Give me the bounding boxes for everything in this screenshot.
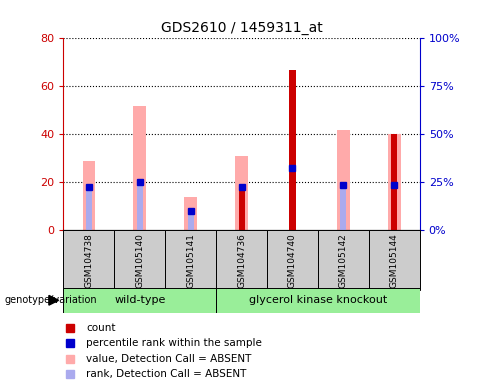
Bar	[239, 187, 244, 230]
Polygon shape	[49, 295, 59, 305]
Text: count: count	[86, 323, 116, 333]
Bar	[165, 230, 216, 290]
Bar	[114, 230, 165, 290]
Bar	[391, 134, 397, 230]
Bar	[318, 230, 369, 290]
Text: rank, Detection Call = ABSENT: rank, Detection Call = ABSENT	[86, 369, 246, 379]
Title: GDS2610 / 1459311_at: GDS2610 / 1459311_at	[161, 21, 323, 35]
Text: GSM105141: GSM105141	[186, 233, 195, 288]
Text: GSM104738: GSM104738	[84, 233, 93, 288]
Bar	[133, 106, 146, 230]
Bar	[289, 70, 296, 230]
Bar	[63, 288, 216, 313]
Bar	[340, 185, 346, 230]
Bar	[184, 197, 197, 230]
Bar	[187, 211, 194, 230]
Bar	[391, 185, 397, 230]
Bar	[82, 161, 95, 230]
Text: value, Detection Call = ABSENT: value, Detection Call = ABSENT	[86, 354, 251, 364]
Bar	[216, 230, 267, 290]
Bar	[86, 187, 92, 230]
Text: glycerol kinase knockout: glycerol kinase knockout	[249, 295, 387, 306]
Text: GSM105142: GSM105142	[339, 233, 348, 288]
Bar	[216, 288, 420, 313]
Text: wild-type: wild-type	[114, 295, 165, 306]
Text: GSM105144: GSM105144	[390, 233, 399, 288]
Bar	[369, 230, 420, 290]
Bar	[63, 230, 114, 290]
Text: genotype/variation: genotype/variation	[5, 295, 98, 305]
Text: GSM105140: GSM105140	[135, 233, 144, 288]
Text: percentile rank within the sample: percentile rank within the sample	[86, 338, 262, 348]
Text: GSM104736: GSM104736	[237, 233, 246, 288]
Bar	[239, 190, 244, 230]
Bar	[267, 230, 318, 290]
Bar	[137, 182, 143, 230]
Text: GSM104740: GSM104740	[288, 233, 297, 288]
Bar	[388, 134, 401, 230]
Bar	[337, 129, 350, 230]
Bar	[289, 170, 296, 230]
Bar	[235, 156, 248, 230]
